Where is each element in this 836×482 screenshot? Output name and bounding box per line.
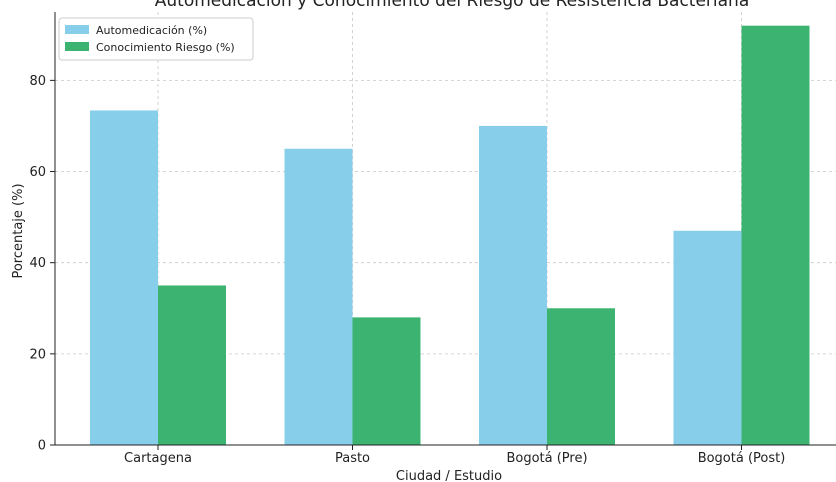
bar-automedicacion-3 — [673, 230, 742, 445]
x-tick-label: Cartagena — [124, 451, 192, 466]
legend-label: Automedicación (%) — [96, 24, 207, 37]
chart-title: Automedicación y Conocimiento del Riesgo… — [155, 0, 749, 11]
y-tick-label: 60 — [29, 165, 46, 180]
legend-swatch — [65, 25, 89, 34]
axes — [54, 12, 836, 446]
bar-automedicacion-1 — [284, 148, 353, 445]
legend-box — [58, 17, 254, 61]
x-axis-title: Ciudad / Estudio — [396, 469, 502, 482]
y-axis-title: Porcentaje (%) — [11, 183, 26, 278]
y-tick-label: 0 — [38, 439, 46, 454]
x-tick-label: Pasto — [335, 451, 370, 466]
x-tick-label: Bogotá (Post) — [698, 451, 786, 466]
bar-conocimiento-riesgo-1 — [352, 317, 421, 445]
bars — [90, 25, 810, 446]
legend: Automedicación (%) Conocimiento Riesgo (%… — [58, 17, 254, 61]
bar-conocimiento-riesgo-2 — [547, 308, 615, 445]
bar-conocimiento-riesgo-0 — [158, 285, 226, 445]
bar-automedicacion-2 — [479, 125, 547, 446]
y-tick-label: 80 — [29, 74, 46, 89]
bar-conocimiento-riesgo-3 — [741, 25, 810, 446]
bar-automedicacion-0 — [90, 110, 158, 445]
x-tick-label: Bogotá (Pre) — [506, 451, 587, 466]
legend-swatch — [65, 42, 89, 51]
ticks: 0 20 40 60 80 Cartagena Pasto Bogotá (Pre) Bogot… — [29, 74, 785, 466]
legend-label: Conocimiento Riesgo (%) — [96, 41, 235, 54]
y-tick-label: 20 — [29, 347, 46, 362]
y-tick-label: 40 — [29, 256, 46, 271]
